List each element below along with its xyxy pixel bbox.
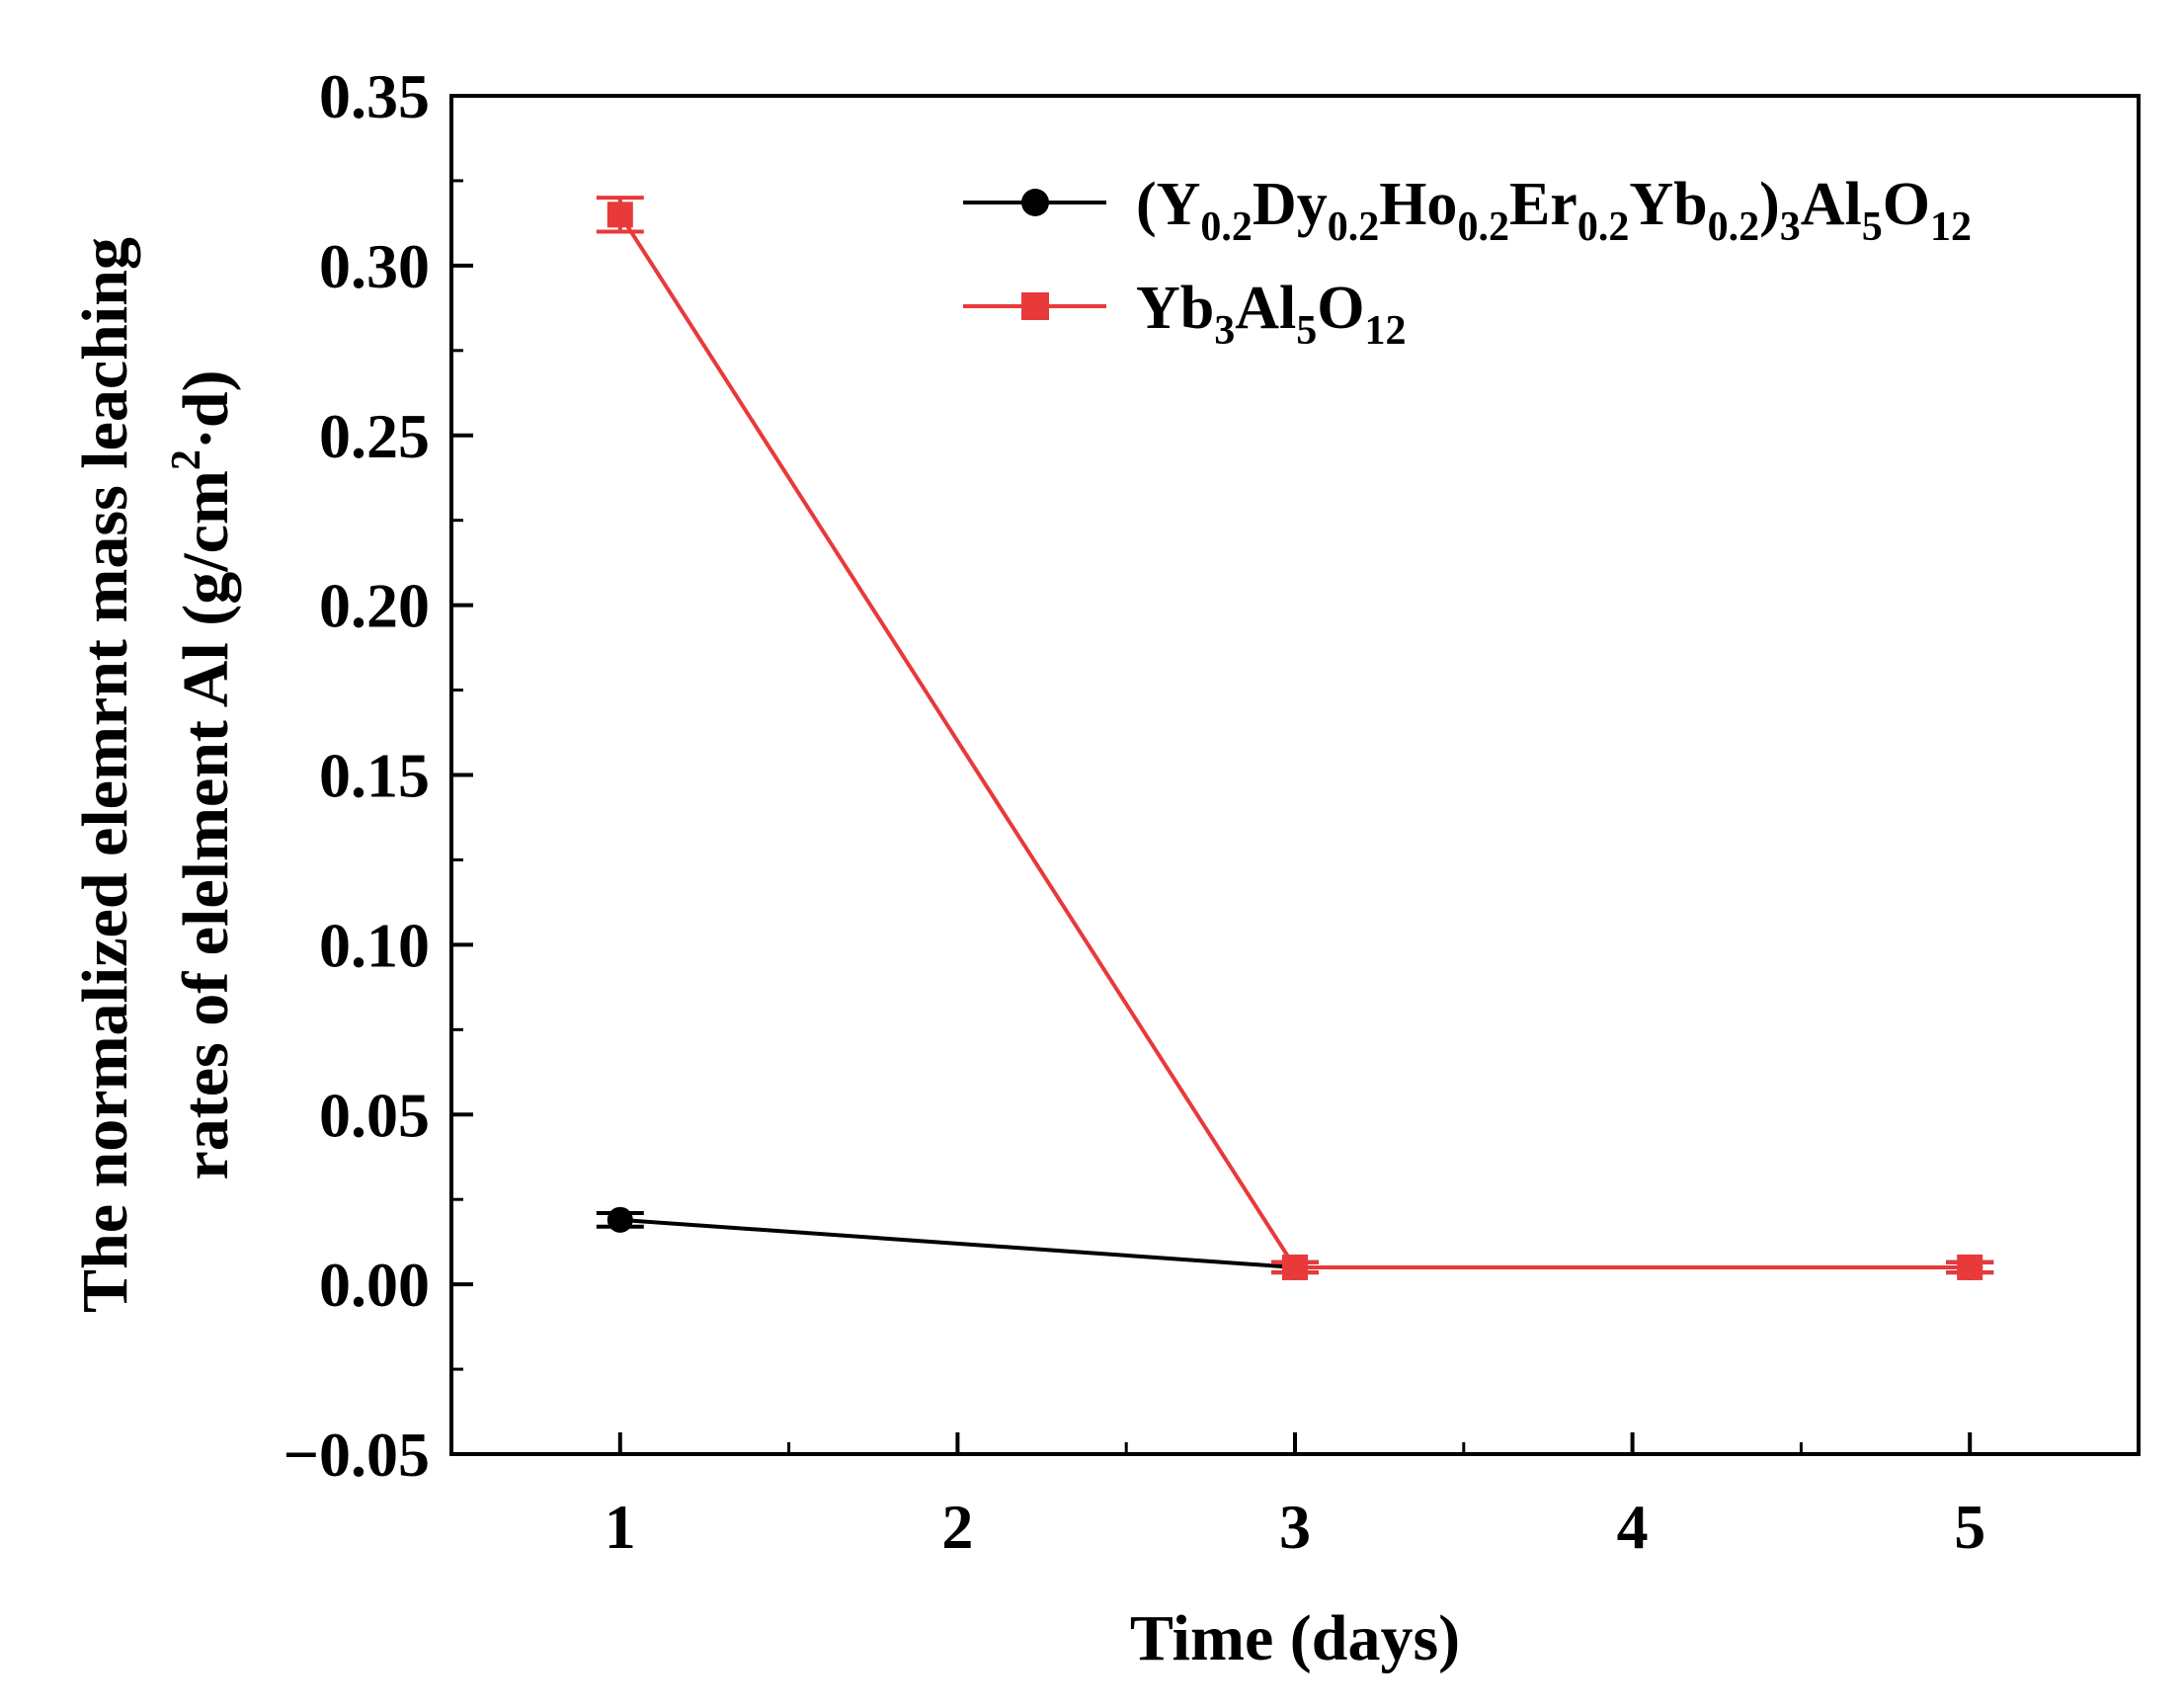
x-axis: 1 2 3 4 5 [449,1432,2141,1562]
legend-text-part: ) [1759,171,1780,238]
series-layer [596,196,1994,1280]
legend-subscript: 12 [1930,204,1972,250]
y-tick-label: 0.15 [319,741,430,811]
data-point [607,202,633,228]
series-line [618,213,1971,1269]
legend-entry: (Y0.2Dy0.2Ho0.2Er0.2Yb0.2)3Al5O12 [963,171,1972,250]
legend-entry: Yb3Al5O12 [963,275,1407,354]
y-tick-label: 0.35 [319,61,430,131]
y-tick-label: −0.05 [283,1420,430,1490]
y-tick-label: 0.05 [319,1080,430,1150]
y-tick-label: 0.20 [319,571,430,641]
legend-subscript: 0.2 [1200,204,1253,250]
y-tick-label: 0.10 [319,910,430,980]
legend-subscript: 0.2 [1457,204,1509,250]
legend-subscript: 5 [1296,308,1317,354]
x-tick-label: 5 [1954,1492,1985,1562]
legend-subscript: 12 [1365,308,1407,354]
y-tick-label: 0.30 [319,231,430,301]
y-axis-label-line2-end: ·d) [170,369,242,449]
legend-subscript: 3 [1214,308,1235,354]
y-axis-label-group: The normalized elemrnt mass leaching rat… [69,237,242,1313]
legend-text-part: Yb [1136,275,1214,342]
legend-text-part: Yb [1629,171,1707,238]
legend-subscript: 0.2 [1577,204,1630,250]
y-axis-label-line2-main: rates of elelment Al (g/cm [170,470,242,1179]
series-yb3al5o12 [596,196,1994,1280]
legend-text-part: Al [1235,275,1296,342]
x-axis-label: Time (days) [1130,1602,1460,1674]
legend-label: (Y0.2Dy0.2Ho0.2Er0.2Yb0.2)3Al5O12 [1136,171,1972,250]
legend-subscript: 0.2 [1708,204,1760,250]
data-point [1957,1254,1983,1280]
x-tick-label: 2 [941,1492,973,1562]
legend-label: Yb3Al5O12 [1136,275,1407,354]
x-tick-label: 4 [1617,1492,1649,1562]
legend-text-part: O [1317,275,1364,342]
legend-subscript: 3 [1780,204,1801,250]
y-axis-label-line2: rates of elelment Al (g/cm2·d) [164,369,242,1179]
y-axis: −0.05 0.00 0.05 0.10 0.15 0.20 0.25 0.30 0.35 [283,61,473,1490]
x-tick-label: 3 [1279,1492,1311,1562]
x-tick-label: 1 [605,1492,636,1562]
legend-marker [1021,189,1049,216]
legend: (Y0.2Dy0.2Ho0.2Er0.2Yb0.2)3Al5O12Yb3Al5O… [963,171,1972,354]
y-axis-label-superscript: 2 [164,449,209,470]
legend-subscript: 0.2 [1328,204,1380,250]
data-point [607,1206,633,1233]
legend-text-part: (Y [1136,171,1200,238]
legend-text-part: Al [1801,171,1862,238]
data-point [1282,1254,1308,1280]
y-axis-label-line1: The normalized elemrnt mass leaching [69,237,141,1313]
y-tick-label: 0.25 [319,401,430,471]
legend-text-part: Ho [1379,171,1457,238]
legend-subscript: 5 [1862,204,1883,250]
legend-text-part: Er [1509,171,1577,238]
legend-text-part: O [1883,171,1930,238]
legend-marker [1021,292,1049,320]
y-tick-label: 0.00 [319,1250,430,1320]
legend-text-part: Dy [1253,171,1328,238]
